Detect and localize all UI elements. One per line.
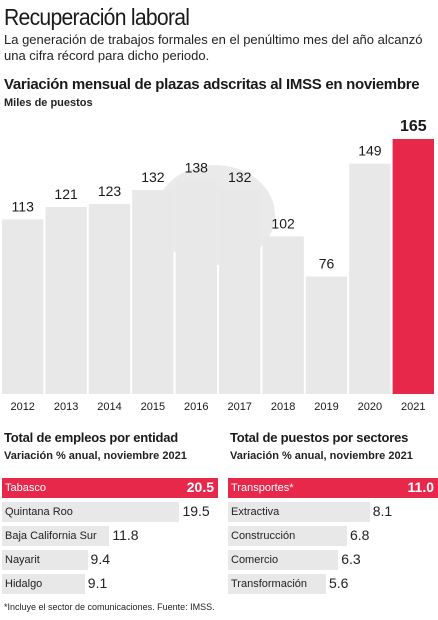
entity-panel-subtitle: Variación % anual, noviembre 2021 <box>4 450 187 462</box>
hbar <box>228 526 347 546</box>
monthly-jobs-bar-chart: 113 2012 121 2013 123 2014 132 2015 138 2016 132 20… <box>2 118 434 413</box>
hbar <box>2 502 180 522</box>
entity-panel-title: Total de empleos por entidad <box>4 430 179 445</box>
hbar-value-label: 6.3 <box>341 551 361 567</box>
hbar-row: Transformación 5.6 <box>228 574 438 596</box>
hbar <box>2 574 85 594</box>
entity-bar-chart: Tabasco 20.5 Quintana Roo 19.5 Baja Californ… <box>2 478 218 598</box>
hbar-value-label: 11.0 <box>407 479 434 495</box>
x-tick-label: 2021 <box>401 401 425 413</box>
hbar-category-label: Baja California Sur <box>5 530 97 542</box>
bar-value-label: 138 <box>185 160 209 176</box>
hbar-row: Comercio 6.3 <box>228 550 438 572</box>
bar-value-label: 121 <box>54 186 78 202</box>
hbar <box>228 502 370 522</box>
hbar-category-label: Hidalgo <box>5 578 43 590</box>
x-tick-label: 2013 <box>54 401 78 413</box>
hbar-category-label: Quintana Roo <box>5 506 73 518</box>
hbar-row: Nayarit 9.4 <box>2 550 218 572</box>
sector-panel-title: Total de puestos por sectores <box>230 430 409 445</box>
sector-panel-subtitle: Variación % anual, noviembre 2021 <box>230 450 413 462</box>
hbar <box>2 478 218 498</box>
hbar-row: Tabasco 20.5 <box>2 478 218 500</box>
bar-value-label: 102 <box>271 215 295 231</box>
bar-value-label: 76 <box>319 256 335 272</box>
hbar-category-label: Comercio <box>231 554 279 566</box>
hbar-value-label: 8.1 <box>372 503 393 519</box>
hbar-value-label: 9.4 <box>90 551 110 567</box>
bar-value-label: 132 <box>141 169 165 185</box>
hbar-row: Baja California Sur 11.8 <box>2 526 218 548</box>
hbar-category-label: Tabasco <box>5 482 46 494</box>
hbar <box>2 526 110 546</box>
hbar <box>228 478 438 498</box>
x-tick-label: 2012 <box>10 401 34 413</box>
bar-2019 <box>305 276 348 394</box>
x-tick-label: 2020 <box>358 401 382 413</box>
footnote: *Incluye el sector de comunicaciones. Fu… <box>4 602 215 612</box>
hbar-category-label: Transportes* <box>231 482 294 494</box>
hbar-row: Hidalgo 9.1 <box>2 574 218 596</box>
hbar-row: Transportes* 11.0 <box>228 478 438 500</box>
bar-2016 <box>175 180 217 394</box>
x-tick-label: 2019 <box>314 401 338 413</box>
hbar-category-label: Construcción <box>231 530 296 542</box>
bar-value-label: 132 <box>228 169 252 185</box>
bar-2012 <box>2 219 44 394</box>
x-tick-label: 2016 <box>184 401 208 413</box>
hbar-category-label: Transformación <box>231 578 308 590</box>
hbar-row: Quintana Roo 19.5 <box>2 502 218 524</box>
bar-2018 <box>262 236 304 394</box>
bar-2015 <box>132 190 174 394</box>
bar-2021 <box>392 139 434 394</box>
hbar-value-label: 11.8 <box>112 527 139 543</box>
hbar-value-label: 19.5 <box>182 503 210 519</box>
x-tick-label: 2018 <box>271 401 295 413</box>
bar-2013 <box>45 207 87 394</box>
hbar-row: Extractiva 8.1 <box>228 502 438 524</box>
x-tick-label: 2015 <box>141 401 165 413</box>
subtitle: La generación de trabajos formales en el… <box>4 32 423 63</box>
bar-2020 <box>349 163 391 394</box>
hbar-value-label: 5.6 <box>329 575 349 591</box>
hbar-value-label: 9.1 <box>87 575 108 591</box>
hbar-category-label: Extractiva <box>231 506 280 518</box>
bar-value-label: 123 <box>98 183 122 199</box>
hbar-value-label: 6.8 <box>350 527 370 543</box>
bar-2017 <box>219 190 261 394</box>
bar-value-label: 113 <box>12 198 35 214</box>
bar-chart-unit: Miles de puestos <box>4 97 93 109</box>
x-tick-label: 2014 <box>97 401 121 413</box>
hbar-value-label: 20.5 <box>186 479 214 495</box>
hbar <box>2 550 88 570</box>
sector-bar-chart: Transportes* 11.0 Extractiva 8.1 Construcció… <box>228 478 438 598</box>
hbar-category-label: Nayarit <box>5 554 40 566</box>
bar-value-label: 165 <box>400 118 427 135</box>
headline: Recuperación laboral <box>4 4 190 30</box>
hbar-row: Construcción 6.8 <box>228 526 438 548</box>
hbar <box>228 574 326 594</box>
bar-2014 <box>88 203 131 394</box>
hbar <box>228 550 339 570</box>
x-tick-label: 2017 <box>227 401 251 413</box>
bar-chart-title: Variación mensual de plazas adscritas al… <box>4 76 420 93</box>
bar-value-label: 149 <box>358 143 382 159</box>
